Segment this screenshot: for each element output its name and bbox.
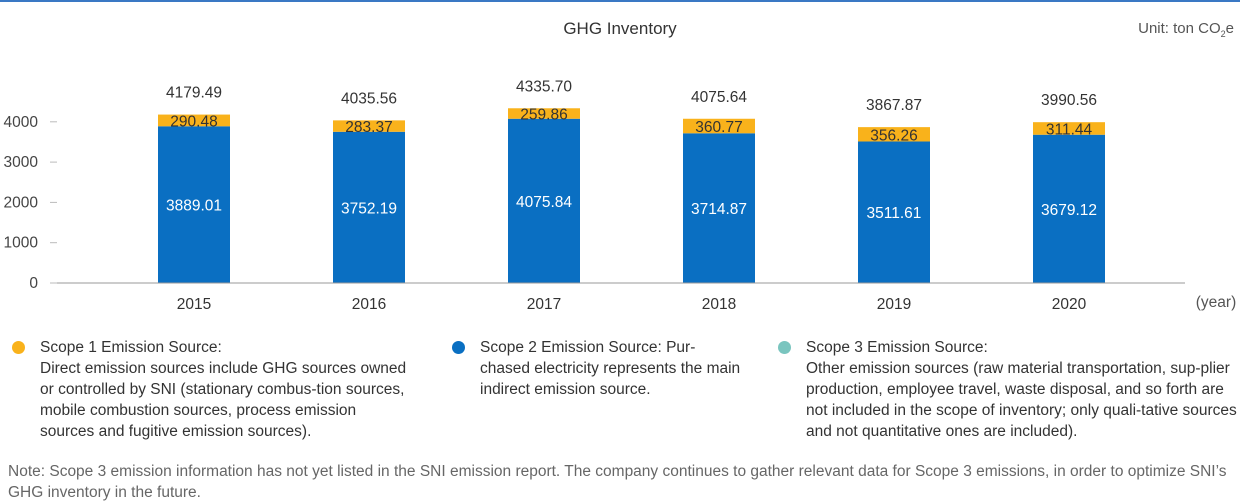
bar-scope1-2018 bbox=[683, 118, 755, 134]
bar-scope2-2020 bbox=[1033, 134, 1105, 283]
x-tick-label: 2016 bbox=[352, 296, 386, 313]
bar-total-label: 3867.87 bbox=[866, 97, 922, 114]
bar-scope1-label: 311.44 bbox=[1046, 121, 1093, 138]
y-tick-label: 3000 bbox=[4, 154, 39, 171]
scope3-dot-icon bbox=[778, 341, 791, 354]
bar-scope2-2018 bbox=[683, 133, 755, 283]
unit-suffix: e bbox=[1225, 20, 1234, 37]
y-tick-label: 1000 bbox=[4, 235, 39, 252]
y-tick-label: 2000 bbox=[4, 194, 39, 211]
x-tick-label: 2015 bbox=[177, 296, 211, 313]
bar-scope2-label: 3679.12 bbox=[1041, 202, 1097, 219]
bar-scope2-2017 bbox=[508, 118, 580, 283]
legend-scope2: Scope 2 Emission Source: Pur- chased ele… bbox=[452, 337, 742, 400]
unit-prefix: Unit: ton CO bbox=[1138, 20, 1221, 37]
chart-title: GHG Inventory bbox=[563, 19, 677, 38]
bar-scope2-2016 bbox=[333, 131, 405, 283]
bar-scope1-2019 bbox=[858, 127, 930, 142]
bar-scope1-label: 259.86 bbox=[520, 107, 567, 124]
bar-scope1-2016 bbox=[333, 120, 405, 132]
x-tick-label: 2017 bbox=[527, 296, 561, 313]
bar-scope1-label: 356.26 bbox=[870, 127, 917, 144]
bar-scope1-2015 bbox=[158, 114, 230, 127]
bar-scope1-2020 bbox=[1033, 122, 1105, 135]
scope2-dot-icon bbox=[452, 341, 465, 354]
scope1-dot-icon bbox=[12, 341, 25, 354]
unit-label: Unit: ton CO2e bbox=[1138, 20, 1234, 39]
footnote: Note: Scope 3 emission information has n… bbox=[8, 463, 1227, 501]
bar-scope2-label: 3752.19 bbox=[341, 200, 397, 217]
legend-scope1-title: Scope 1 Emission Source: bbox=[40, 339, 222, 356]
bar-total-label: 4035.56 bbox=[341, 90, 397, 107]
y-tick-label: 0 bbox=[29, 275, 38, 292]
legend-scope3: Scope 3 Emission Source: Other emission … bbox=[778, 337, 1240, 442]
bar-scope1-label: 290.48 bbox=[170, 113, 217, 130]
unit-subscript: 2 bbox=[1220, 29, 1226, 39]
bar-scope2-2015 bbox=[158, 126, 230, 284]
legend-scope2-title: Scope 2 Emission Source: Pur- bbox=[480, 339, 696, 356]
bar-scope1-label: 360.77 bbox=[695, 119, 742, 136]
legend-scope3-desc: Other emission sources (raw material tra… bbox=[806, 360, 1237, 440]
top-rule bbox=[0, 0, 1240, 2]
legend-scope1-desc: Direct emission sources include GHG sour… bbox=[40, 360, 407, 440]
ghg-bar-chart: 0 1000 2000 3000 4000 3889.01 290.48 4179.49 201… bbox=[4, 78, 1237, 313]
bar-total-label: 4179.49 bbox=[166, 85, 222, 102]
bar-scope2-2019 bbox=[858, 141, 930, 283]
legend-scope1: Scope 1 Emission Source: Direct emission… bbox=[12, 337, 412, 442]
legend-scope2-desc: chased electricity represents the main i… bbox=[480, 360, 741, 398]
bar-scope2-label: 3511.61 bbox=[867, 205, 922, 222]
bar-scope2-label: 3714.87 bbox=[691, 201, 747, 218]
bar-scope1-label: 283.37 bbox=[345, 119, 392, 136]
bar-total-label: 3990.56 bbox=[1041, 92, 1097, 109]
x-tick-label: 2020 bbox=[1052, 296, 1087, 313]
legend-scope3-title: Scope 3 Emission Source: bbox=[806, 339, 988, 356]
x-unit-label: (year) bbox=[1196, 294, 1236, 311]
x-tick-label: 2018 bbox=[702, 296, 736, 313]
bar-total-label: 4335.70 bbox=[516, 78, 572, 95]
bar-scope2-label: 4075.84 bbox=[516, 194, 572, 211]
y-tick-label: 4000 bbox=[4, 114, 39, 131]
bar-total-label: 4075.64 bbox=[691, 89, 747, 106]
x-tick-label: 2019 bbox=[877, 296, 911, 313]
bar-scope2-label: 3889.01 bbox=[166, 198, 222, 215]
bar-scope1-2017 bbox=[508, 108, 580, 119]
